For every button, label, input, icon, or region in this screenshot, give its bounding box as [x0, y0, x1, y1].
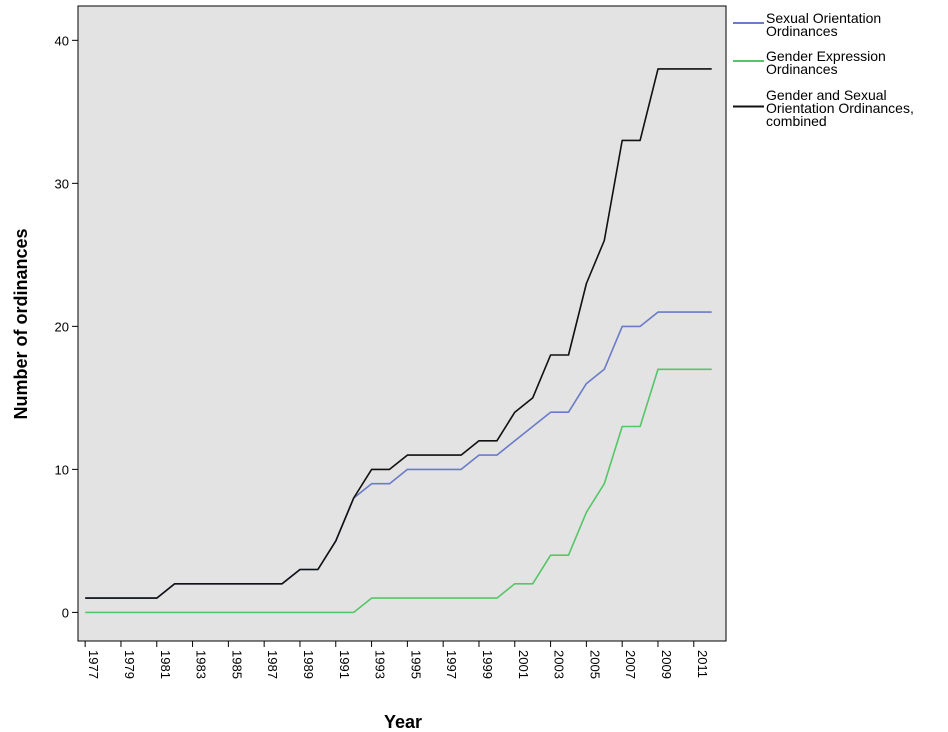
x-tick-label: 1987 — [265, 650, 280, 679]
x-tick-label: 1977 — [86, 650, 101, 679]
x-tick-label: 2001 — [516, 650, 531, 679]
x-tick-label: 1999 — [480, 650, 495, 679]
y-axis-title: Number of ordinances — [11, 228, 31, 419]
legend-label: Orientation Ordinances, — [766, 100, 914, 116]
series-layer — [85, 68, 712, 614]
x-tick-label: 1997 — [444, 650, 459, 679]
series-line-3 — [85, 68, 712, 599]
legend-label: Gender and Sexual — [766, 87, 887, 103]
x-axis: 1977 1979 1981 1983 1985 1987 1989 1991 1993 1995… — [84, 641, 710, 679]
x-tick-label: 1981 — [158, 650, 173, 679]
y-tick-label: 10 — [55, 462, 69, 477]
x-tick-label: 2005 — [587, 650, 602, 679]
x-tick-label: 1993 — [373, 650, 388, 679]
legend-label: combined — [766, 113, 827, 129]
y-tick-label: 0 — [62, 605, 69, 620]
x-tick-label: 1985 — [229, 650, 244, 679]
plot-area — [77, 5, 727, 642]
legend-label: Ordinances — [766, 23, 838, 39]
x-tick-label: 1979 — [122, 650, 137, 679]
x-tick-label: 1995 — [408, 650, 423, 679]
y-tick-label: 20 — [55, 319, 69, 334]
x-axis-title: Year — [384, 712, 422, 732]
series-line-2 — [85, 368, 712, 614]
legend-label: Sexual Orientation — [766, 10, 881, 26]
x-tick-label: 1989 — [301, 650, 316, 679]
y-tick-label: 30 — [55, 176, 69, 191]
x-tick-label: 2009 — [659, 650, 674, 679]
x-tick-label: 1983 — [194, 650, 209, 679]
legend-label: Gender Expression — [766, 48, 886, 64]
y-tick-label: 40 — [55, 33, 69, 48]
y-axis: 0 10 20 30 40 — [55, 33, 78, 620]
x-tick-label: 1991 — [337, 650, 352, 679]
x-tick-label: 2003 — [552, 650, 567, 679]
x-tick-label: 2011 — [695, 650, 710, 678]
legend-label: Ordinances — [766, 61, 838, 77]
x-tick-label: 2007 — [623, 650, 638, 679]
